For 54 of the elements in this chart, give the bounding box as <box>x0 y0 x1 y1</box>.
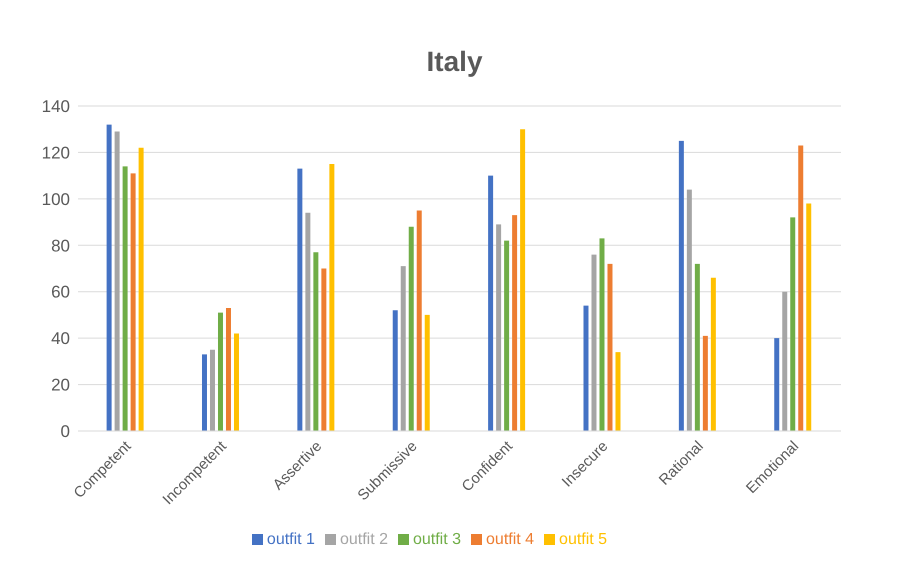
bar <box>234 334 239 431</box>
legend-label: outfit 1 <box>266 531 315 548</box>
bar <box>226 308 231 431</box>
bar <box>130 173 136 431</box>
bar <box>218 312 223 431</box>
y-tick-label: 20 <box>51 376 70 395</box>
y-tick-label: 80 <box>51 236 70 256</box>
y-tick-label: 40 <box>51 329 70 348</box>
bar <box>790 217 796 431</box>
bar <box>305 212 310 431</box>
bar <box>583 306 588 431</box>
bar <box>702 336 708 431</box>
bar <box>424 314 430 431</box>
bar <box>806 204 812 431</box>
bar <box>297 168 302 431</box>
bar <box>710 278 716 431</box>
legend-label: outfit 5 <box>559 531 608 548</box>
bar <box>591 254 596 431</box>
y-tick-label: 60 <box>51 282 70 302</box>
bar <box>202 354 207 431</box>
y-tick-label: 0 <box>60 422 70 442</box>
bar <box>138 148 144 431</box>
bar <box>210 350 215 431</box>
bar <box>504 240 510 431</box>
y-tick-label: 140 <box>42 97 70 116</box>
y-tick-label: 120 <box>42 143 70 162</box>
bar <box>798 145 804 431</box>
bar <box>321 268 326 431</box>
bar <box>520 129 526 431</box>
bar <box>106 124 112 431</box>
bar <box>400 266 406 431</box>
bar <box>615 352 620 431</box>
bar <box>313 252 318 431</box>
legend-label: outfit 4 <box>486 531 534 548</box>
bar <box>607 264 612 431</box>
chart-title: Italy <box>425 45 484 79</box>
bar <box>782 292 788 431</box>
bar <box>774 338 780 431</box>
bar <box>686 190 692 431</box>
bar <box>114 132 120 431</box>
bar <box>496 224 502 431</box>
y-tick-label: 100 <box>42 190 70 209</box>
bar <box>392 310 398 431</box>
bar <box>678 140 684 431</box>
bar <box>694 264 700 431</box>
bar <box>416 210 422 431</box>
bar <box>599 238 604 431</box>
bar <box>408 226 414 431</box>
legend-label: outfit 2 <box>340 531 388 548</box>
bar <box>512 215 518 431</box>
bar <box>488 176 494 431</box>
bar <box>329 164 334 431</box>
legend-label: outfit 3 <box>412 531 462 548</box>
bar <box>122 166 128 431</box>
